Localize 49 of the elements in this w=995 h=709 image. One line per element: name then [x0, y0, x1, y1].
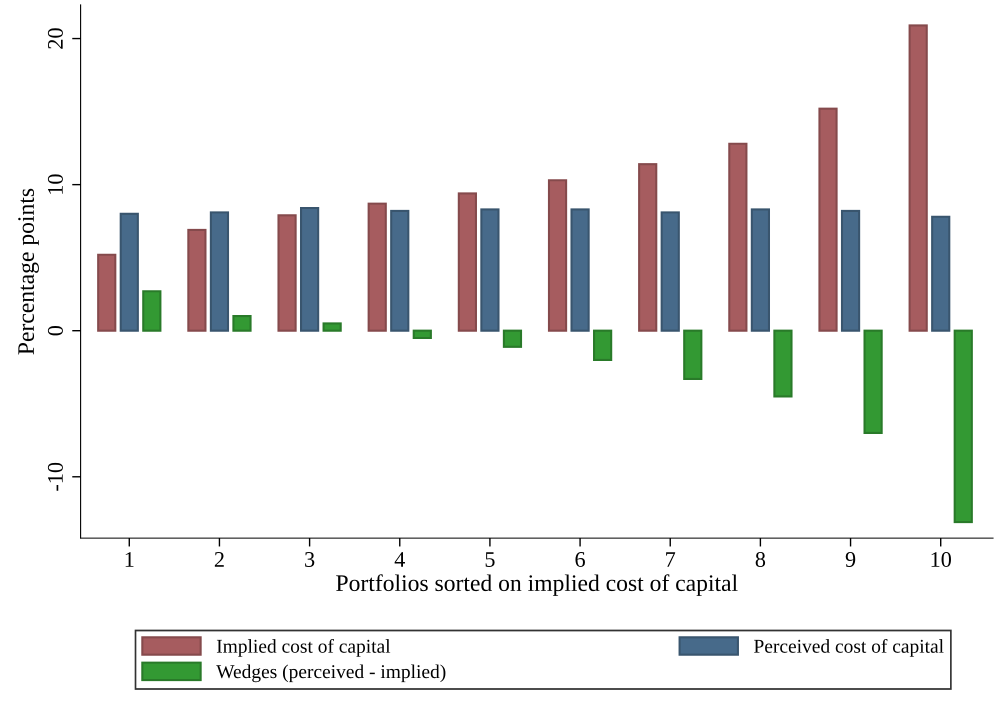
bar: [548, 179, 568, 332]
y-tick-label: 10: [48, 174, 63, 194]
bar: [97, 254, 116, 332]
bar: [954, 330, 973, 524]
bar: [683, 330, 702, 380]
bar: [750, 208, 770, 332]
bar: [458, 192, 477, 332]
y-axis-title: Percentage points: [18, 188, 39, 354]
bar: [638, 163, 658, 332]
y-tick-label: 0: [48, 326, 63, 336]
bar: [390, 210, 410, 332]
bar: [277, 214, 297, 332]
bar: [412, 330, 432, 340]
bar: [593, 330, 612, 361]
bar: [232, 315, 252, 332]
bar: [187, 228, 207, 332]
x-tick-label: 1: [126, 552, 134, 567]
bar: [931, 216, 950, 332]
x-tick-label: 8: [756, 552, 766, 567]
x-tick-label: 4: [394, 552, 405, 567]
y-tick-label: 20: [48, 28, 63, 49]
bar: [368, 202, 387, 332]
x-tick-label: 10: [932, 552, 951, 567]
bar: [818, 108, 838, 332]
bar: [908, 24, 928, 332]
legend-label: Implied cost of capital: [216, 638, 390, 657]
bar: [142, 290, 162, 332]
bar: [660, 211, 680, 332]
x-tick-label: 5: [486, 552, 495, 567]
bar: [480, 208, 500, 332]
bar: [210, 211, 230, 332]
legend-label: Wedges (perceived - implied): [216, 664, 446, 682]
bar: [773, 330, 793, 398]
bar: [863, 330, 883, 434]
x-tick-label: 3: [305, 552, 314, 567]
bar: [322, 322, 342, 332]
bar: [570, 208, 590, 332]
bar: [120, 212, 139, 332]
y-tick-label: -10: [48, 462, 63, 491]
bar: [728, 142, 748, 332]
x-tick-label: 9: [846, 552, 856, 567]
x-tick-label: 7: [666, 552, 676, 567]
bar: [502, 330, 522, 348]
x-tick-label: 2: [214, 552, 224, 567]
x-tick-label: 6: [575, 552, 585, 567]
x-axis-title: Portfolios sorted on implied cost of capital: [336, 574, 738, 596]
bar: [300, 206, 320, 332]
bar: [840, 210, 860, 332]
legend-label: Perceived cost of capital: [754, 638, 944, 657]
